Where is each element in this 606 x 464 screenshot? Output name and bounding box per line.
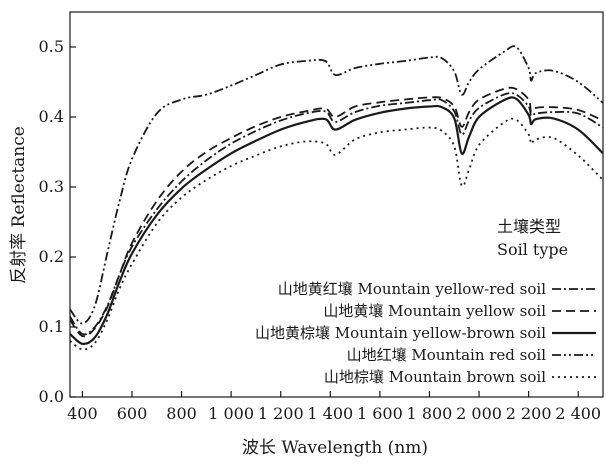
y-tick-label: 0.2 (39, 247, 64, 266)
legend-title: 土壤类型 (497, 217, 561, 236)
y-tick-label: 0.4 (39, 107, 64, 126)
y-tick-label: 0.3 (39, 177, 64, 196)
x-tick-label: 2 400 (555, 404, 601, 423)
series-line (69, 45, 604, 325)
x-tick-label: 400 (67, 404, 98, 423)
axis-ticks: 400 600 800 1 000 1 200 1 400 1 600 1 800 2 000 2… (39, 37, 602, 423)
x-tick-label: 2 200 (506, 404, 552, 423)
x-tick-label: 1 000 (208, 404, 254, 423)
y-tick-label: 0.0 (39, 387, 64, 406)
legend-label: 山地红壤 Mountain red soil (347, 346, 547, 364)
legend-label: 山地棕壤 Mountain brown soil (324, 368, 546, 386)
y-axis-label: 反射率 Reflectance (9, 126, 29, 284)
x-tick-label: 600 (117, 404, 148, 423)
x-tick-label: 1 200 (258, 404, 304, 423)
series-line (69, 96, 604, 346)
x-tick-label: 1 400 (307, 404, 353, 423)
series-line (69, 92, 604, 336)
legend-label: 山地黄壤 Mountain yellow soil (323, 302, 546, 320)
x-tick-label: 1 600 (357, 404, 403, 423)
legend-label: 山地黄棕壤 Mountain yellow-brown soil (255, 324, 546, 342)
x-tick-label: 1 800 (407, 404, 453, 423)
legend-title: Soil type (497, 240, 568, 259)
x-tick-label: 800 (166, 404, 197, 423)
plot-frame (69, 11, 604, 398)
x-axis-label: 波长 Wavelength (nm) (242, 438, 428, 458)
series-line (69, 86, 604, 338)
y-tick-label: 0.5 (39, 37, 64, 56)
legend-label: 山地黄红壤 Mountain yellow-red soil (278, 280, 547, 298)
series-line (69, 117, 604, 351)
legend: 土壤类型 Soil type 山地黄红壤 Mountain yellow-red s… (255, 217, 596, 386)
x-tick-label: 2 000 (456, 404, 502, 423)
y-tick-label: 0.1 (39, 317, 64, 336)
series-lines (69, 45, 604, 351)
